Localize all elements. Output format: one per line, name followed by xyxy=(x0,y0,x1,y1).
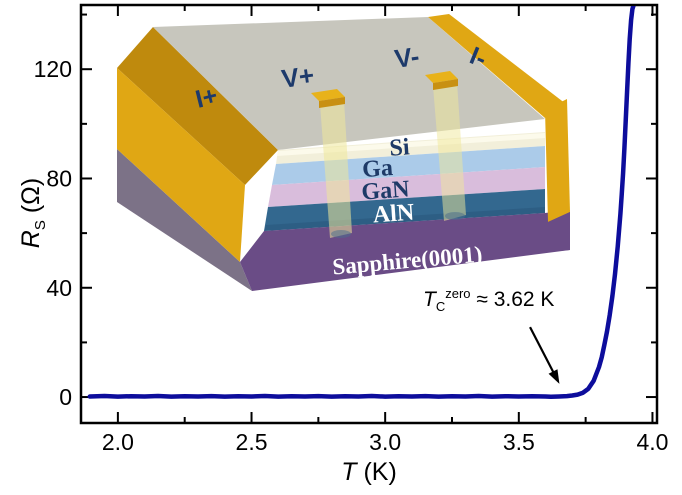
right-electrode-bevel xyxy=(428,14,566,118)
probe-v-plus-cap-front xyxy=(319,97,345,108)
layer-label-ga: Ga xyxy=(361,155,393,183)
x-tick-label: 2.5 xyxy=(236,429,268,455)
y-axis-subscript: S xyxy=(32,220,49,231)
y-tick-label: 40 xyxy=(46,275,72,301)
contact-label-v-minus: V- xyxy=(393,41,422,74)
y-axis-label: RS (Ω) xyxy=(17,133,51,293)
y-tick-label: 0 xyxy=(59,384,72,410)
y-tick-label: 80 xyxy=(46,165,72,191)
contact-label-v-plus: V+ xyxy=(280,60,316,94)
tc-subscript: C xyxy=(435,299,446,315)
x-axis-symbol: T xyxy=(341,458,357,486)
layer-label-si: Si xyxy=(389,134,411,161)
tc-annotation: TCzero ≈ 3.62 K xyxy=(423,286,554,314)
x-axis-label: T (K) xyxy=(81,458,657,487)
tc-superscript: zero xyxy=(445,286,471,301)
tc-value: ≈ 3.62 K xyxy=(470,288,555,311)
left-electrode-bevel xyxy=(117,27,278,185)
probe-v-plus-cap-top xyxy=(311,89,345,101)
resistance-curve xyxy=(87,6,636,400)
probe-v-minus-column xyxy=(433,82,466,221)
right-electrode-face xyxy=(545,99,570,222)
x-tick-label: 2.0 xyxy=(102,429,134,455)
chart-layer: 2.0 2.5 3.0 3.5 4.0 0 40 80 120 xyxy=(34,3,668,455)
left-electrode-face xyxy=(117,68,245,262)
substrate-front-face xyxy=(240,210,570,291)
probe-v-minus-tip xyxy=(445,212,465,220)
layer-label-gan: GaN xyxy=(361,176,411,205)
substrate-right-sliver xyxy=(548,212,570,252)
substrate-left-face xyxy=(117,149,252,291)
probe-v-plus-tip xyxy=(331,230,351,238)
probe-v-plus-column xyxy=(320,100,352,238)
x-axis-unit: (K) xyxy=(356,458,397,486)
plot-frame xyxy=(79,3,659,425)
probe-v-minus-cap-top xyxy=(425,71,458,83)
x-tick-label: 4.0 xyxy=(636,429,668,455)
tc-symbol: T xyxy=(423,288,436,311)
annotation-arrow-head xyxy=(548,369,560,384)
x-tick-label: 3.5 xyxy=(503,429,535,455)
layer-label-aln: AlN xyxy=(372,200,416,229)
annotation-arrow-line xyxy=(529,326,557,378)
device-inset: I+ V+ V- I- Si Ga GaN AlN Sapphire(0001) xyxy=(117,14,570,291)
x-tick-label: 3.0 xyxy=(369,429,401,455)
probe-v-minus-cap-front xyxy=(433,79,458,90)
y-tick-label: 120 xyxy=(34,56,72,82)
y-axis-unit: (Ω) xyxy=(17,177,45,221)
y-axis-symbol: R xyxy=(17,230,45,249)
